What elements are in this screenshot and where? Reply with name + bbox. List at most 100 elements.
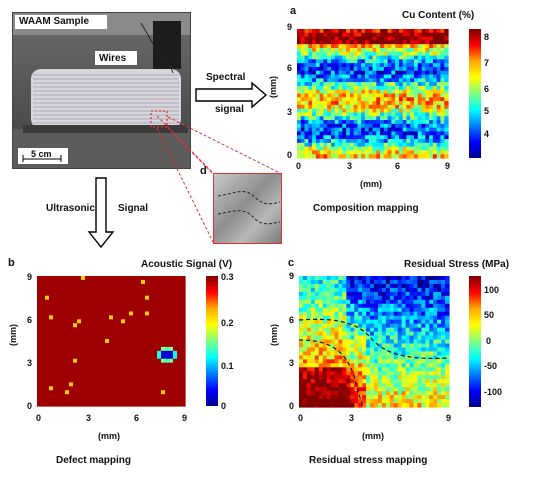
defect-map-cell (53, 331, 58, 336)
composition-map-cell (421, 40, 426, 45)
defect-map-cell (81, 315, 86, 320)
defect-map-cell (89, 346, 94, 352)
composition-map-cell (429, 131, 434, 136)
defect-map-cell (61, 402, 66, 407)
defect-map-cell (125, 374, 130, 380)
defect-map-cell (89, 390, 94, 395)
composition-map-cell (417, 150, 423, 155)
stress-map-cell (385, 287, 391, 293)
composition-map-cell (342, 154, 347, 159)
stress-map-cell (429, 367, 434, 372)
composition-map-cell (380, 55, 385, 60)
stress-map-cell (409, 291, 415, 297)
defect-map-cell (113, 307, 118, 313)
defect-map-cell (105, 358, 110, 364)
stress-map-cell (318, 295, 324, 301)
composition-map-cell (395, 116, 400, 121)
composition-map-cell (330, 112, 336, 117)
stress-map-cell (409, 323, 415, 329)
composition-map-cell (432, 36, 438, 41)
composition-map-cell (357, 139, 362, 144)
stress-map-cell (302, 395, 308, 400)
defect-map-cell (125, 299, 130, 305)
defect-map-cell (165, 378, 170, 383)
defect-map-cell (37, 390, 42, 395)
composition-map-cell (338, 146, 343, 152)
stress-map-cell (354, 383, 359, 388)
defect-map-cell (177, 287, 182, 293)
composition-map-cell (312, 112, 317, 117)
panel-a-cbar-tick: 5 (484, 106, 490, 116)
composition-map-cell (330, 89, 336, 95)
stress-map-cell (374, 327, 379, 333)
composition-map-cell (304, 112, 309, 117)
defect-map-cell (121, 394, 126, 399)
stress-map-cell (405, 315, 411, 321)
defect-map-cell (117, 315, 122, 320)
waam-sample-photo: WAAM Sample Wires 5 cm (12, 12, 191, 169)
stress-map-cell (334, 327, 340, 333)
defect-map-cell (129, 319, 134, 324)
composition-map-cell (406, 135, 411, 140)
defect-map-cell (125, 390, 130, 395)
stress-map-cell (445, 351, 450, 356)
stress-map-cell (358, 311, 363, 317)
composition-map-cell (432, 63, 438, 68)
composition-map-cell (346, 85, 351, 91)
defect-map-cell (45, 291, 50, 297)
defect-map-cell (181, 279, 186, 285)
stress-map-cell (393, 276, 399, 281)
defect-map-cell (81, 287, 86, 293)
stress-map-cell (425, 315, 430, 321)
defect-map-cell (145, 386, 150, 391)
composition-map-cell (334, 116, 340, 121)
defect-map-cell (53, 323, 58, 328)
composition-map-cell (429, 127, 434, 133)
composition-map-cell (330, 55, 336, 60)
stress-map-cell (374, 287, 379, 293)
stress-map-cell (334, 387, 340, 392)
stress-map-cell (358, 375, 363, 380)
defect-map-cell (141, 307, 146, 313)
defect-map-cell (93, 358, 98, 364)
composition-map-cell (368, 59, 374, 64)
composition-map-cell (342, 47, 347, 53)
composition-map-cell (395, 135, 400, 140)
composition-map-cell (300, 135, 306, 140)
composition-map-cell (444, 101, 449, 106)
stress-map-cell (366, 287, 371, 293)
defect-map-cell (49, 311, 54, 316)
composition-map-cell (414, 44, 419, 49)
defect-map-cell (57, 378, 62, 383)
defect-map-cell (177, 350, 182, 356)
defect-map-cell (65, 335, 70, 340)
composition-map-cell (414, 112, 419, 117)
defect-map-cell (169, 276, 174, 281)
composition-map-cell (364, 47, 370, 53)
composition-map-cell (398, 63, 404, 68)
defect-map-cell (137, 354, 142, 360)
composition-map-cell (425, 89, 430, 95)
stress-map-cell (370, 283, 375, 289)
stress-map-cell (433, 367, 438, 372)
composition-map-cell (312, 131, 317, 136)
stress-map-cell (385, 399, 391, 404)
composition-map-cell (376, 29, 381, 34)
stress-map-cell (314, 339, 320, 345)
stress-map-cell (334, 279, 340, 285)
stress-map-cell (429, 339, 434, 345)
composition-map-cell (342, 70, 347, 76)
stress-map-cell (330, 287, 336, 293)
stress-map-cell (374, 307, 379, 313)
defect-map-cell (157, 366, 162, 372)
defect-map-cell (85, 323, 90, 328)
defect-map-cell (85, 311, 90, 316)
stress-map-cell (322, 276, 328, 281)
composition-map-cell (312, 40, 317, 45)
defect-map-cell (89, 350, 94, 356)
panel-b-letter: b (8, 257, 15, 269)
composition-map-cell (368, 101, 374, 106)
composition-map-cell (440, 135, 445, 140)
defect-map-cell (173, 339, 178, 344)
composition-map-cell (444, 44, 449, 49)
